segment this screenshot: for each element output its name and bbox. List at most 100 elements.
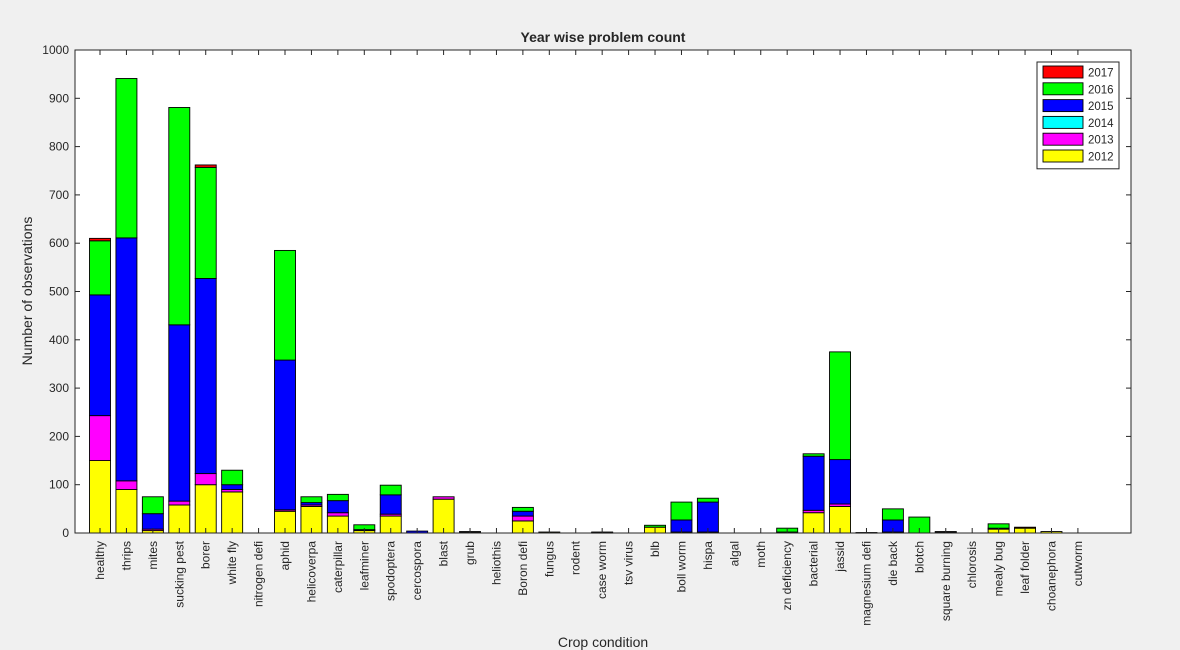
bar-segment-borer-2017 bbox=[194, 164, 217, 168]
x-tick-label: cercospora bbox=[410, 541, 424, 601]
x-tick-label: fungus bbox=[542, 541, 556, 577]
bar-segment-blb-2016 bbox=[644, 524, 666, 528]
x-tick-label: thrips bbox=[119, 541, 133, 570]
x-tick-label: leaf folder bbox=[1018, 541, 1032, 594]
y-tick-label: 700 bbox=[49, 188, 69, 202]
bar-segment-spodoptera-2016 bbox=[379, 484, 402, 496]
x-tick-label: boll worm bbox=[674, 541, 688, 592]
bar-segment-thrips-2016 bbox=[115, 78, 138, 239]
bar-segment-white-fly-2012 bbox=[221, 491, 244, 534]
x-tick-label: grub bbox=[463, 541, 477, 565]
x-tick-label: sucking pest bbox=[172, 540, 186, 607]
legend-label-2016: 2016 bbox=[1088, 84, 1114, 96]
bar-segment-white-fly-2015 bbox=[221, 484, 244, 490]
x-axis-label: Crop condition bbox=[558, 634, 648, 650]
bar-segment-mites-2015 bbox=[141, 513, 164, 530]
x-tick-label: algal bbox=[727, 541, 741, 566]
bar-segment-thrips-2013 bbox=[115, 480, 138, 490]
x-tick-label: square burning bbox=[939, 541, 953, 621]
x-tick-label: mites bbox=[146, 541, 160, 570]
x-tick-label: die back bbox=[886, 540, 900, 586]
bar-segment-boron-defi-2016 bbox=[511, 506, 534, 512]
x-tick-label: moth bbox=[754, 541, 768, 568]
x-axis-ticks: healthy thrips mites sucking pest borer white… bbox=[93, 50, 1085, 626]
bar-segment-mealy-bug-2016 bbox=[987, 523, 1010, 529]
bar-segment-thrips-2012 bbox=[115, 489, 138, 534]
y-tick-label: 800 bbox=[49, 140, 69, 154]
bar-segment-bacterial-2015 bbox=[802, 455, 825, 511]
x-tick-label: heliothis bbox=[489, 541, 503, 585]
bar-segment-bacterial-2016 bbox=[802, 453, 825, 457]
x-tick-label: nitrogen defi bbox=[252, 541, 266, 607]
bar-segment-jassid-2015 bbox=[829, 459, 851, 505]
legend-swatch-2014 bbox=[1042, 115, 1084, 129]
bar-segment-caterpillar-2015 bbox=[326, 500, 349, 514]
bar-segment-borer-2015 bbox=[194, 278, 217, 475]
x-tick-label: mealy bug bbox=[992, 541, 1006, 596]
legend-label-2017: 2017 bbox=[1088, 68, 1114, 80]
bar-segment-sucking-pest-2016 bbox=[168, 107, 191, 326]
legend-label-2014: 2014 bbox=[1088, 118, 1114, 130]
bar-segment-healthy-2013 bbox=[89, 415, 111, 462]
y-tick-label: 900 bbox=[49, 91, 69, 105]
y-tick-label: 100 bbox=[49, 478, 69, 492]
x-tick-label: hispa bbox=[701, 541, 715, 570]
x-tick-label: magnesium defi bbox=[859, 541, 873, 626]
y-tick-label: 200 bbox=[49, 429, 69, 443]
bar-segment-spodoptera-2015 bbox=[379, 494, 402, 515]
bar-segment-healthy-2016 bbox=[89, 240, 111, 296]
x-tick-label: leafminer bbox=[357, 541, 371, 590]
legend-label-2015: 2015 bbox=[1088, 101, 1114, 113]
y-axis-ticks: 0 100 200 300 400 500 600 700 800 900 1000 bbox=[42, 43, 1131, 540]
x-tick-label: tsv virus bbox=[622, 541, 636, 585]
bar-segment-aphid-2016 bbox=[274, 249, 296, 361]
y-tick-label: 1000 bbox=[42, 43, 69, 57]
x-tick-label: chlorosis bbox=[965, 541, 979, 588]
x-tick-label: caterpillar bbox=[331, 541, 345, 593]
y-tick-label: 0 bbox=[62, 526, 69, 540]
bar-segment-hispa-2016 bbox=[696, 497, 719, 503]
legend-swatch-2017 bbox=[1042, 65, 1084, 79]
bar-segment-borer-2012 bbox=[194, 484, 217, 534]
bar-segment-sucking-pest-2013 bbox=[168, 500, 191, 506]
x-tick-label: helicoverpa bbox=[304, 541, 318, 603]
x-tick-label: healthy bbox=[93, 541, 107, 580]
bar-segment-borer-2016 bbox=[194, 166, 217, 279]
x-tick-label: rodent bbox=[569, 540, 583, 575]
bar-segment-aphid-2015 bbox=[274, 359, 296, 511]
x-tick-label: Boron defi bbox=[516, 541, 530, 596]
x-tick-label: cutworm bbox=[1071, 541, 1085, 586]
legend-swatch-2016 bbox=[1042, 82, 1084, 96]
x-tick-label: bacterial bbox=[807, 541, 821, 586]
legend-label-2013: 2013 bbox=[1088, 135, 1114, 147]
plot-area-border bbox=[74, 49, 1132, 534]
y-tick-label: 300 bbox=[49, 381, 69, 395]
y-tick-label: 600 bbox=[49, 236, 69, 250]
bar-segment-jassid-2016 bbox=[829, 351, 851, 461]
bar-segment-boron-defi-2013 bbox=[511, 515, 534, 522]
bar-segment-healthy-2012 bbox=[89, 460, 111, 534]
legend-label-2012: 2012 bbox=[1088, 152, 1114, 164]
legend-swatch-2012 bbox=[1042, 149, 1084, 163]
x-tick-label: choanephora bbox=[1044, 541, 1058, 611]
bar-segment-boron-defi-2015 bbox=[511, 510, 534, 517]
bar-segment-hispa-2015 bbox=[696, 501, 719, 533]
bar-segment-caterpillar-2013 bbox=[326, 512, 349, 517]
bar-segment-healthy-2017 bbox=[89, 237, 111, 242]
x-tick-label: aphid bbox=[278, 541, 292, 570]
bar-segment-white-fly-2016 bbox=[221, 469, 244, 486]
x-tick-label: white fly bbox=[225, 541, 239, 585]
bar-segment-borer-2013 bbox=[194, 473, 217, 486]
chart-title: Year wise problem count bbox=[521, 29, 686, 45]
bar-segment-mites-2016 bbox=[141, 496, 164, 515]
bar-segment-helicoverpa-2016 bbox=[300, 496, 323, 504]
legend: 2017 2016 2015 2014 2013 2012 bbox=[1036, 61, 1120, 170]
y-axis-label: Number of observations bbox=[19, 217, 35, 366]
x-tick-label: jassid bbox=[833, 541, 847, 573]
bar-segment-die-back-2016 bbox=[881, 508, 904, 521]
legend-swatch-2013 bbox=[1042, 132, 1084, 146]
x-tick-label: borer bbox=[199, 541, 213, 569]
bar-segment-sucking-pest-2015 bbox=[168, 324, 191, 502]
x-tick-label: blb bbox=[648, 541, 662, 557]
